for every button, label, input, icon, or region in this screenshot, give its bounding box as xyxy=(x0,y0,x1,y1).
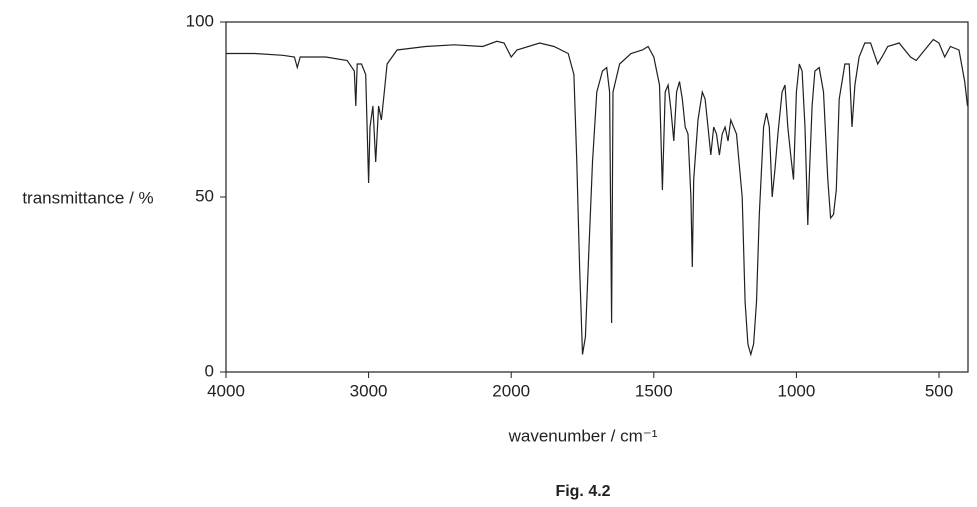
x-tick-label: 1500 xyxy=(635,381,673,400)
x-tick-label: 2000 xyxy=(492,381,530,400)
y-axis-label: transmittance / % xyxy=(22,188,153,207)
y-tick-label: 0 xyxy=(205,361,214,380)
figure-caption: Fig. 4.2 xyxy=(555,483,610,500)
x-tick-label: 500 xyxy=(925,381,953,400)
y-tick-label: 100 xyxy=(186,11,214,30)
x-tick-label: 1000 xyxy=(777,381,815,400)
spectrum-line xyxy=(226,38,969,357)
x-tick-label: 4000 xyxy=(207,381,245,400)
y-tick-label: 50 xyxy=(195,186,214,205)
x-axis-label: wavenumber / cm⁻¹ xyxy=(508,426,658,445)
x-tick-label: 3000 xyxy=(350,381,388,400)
